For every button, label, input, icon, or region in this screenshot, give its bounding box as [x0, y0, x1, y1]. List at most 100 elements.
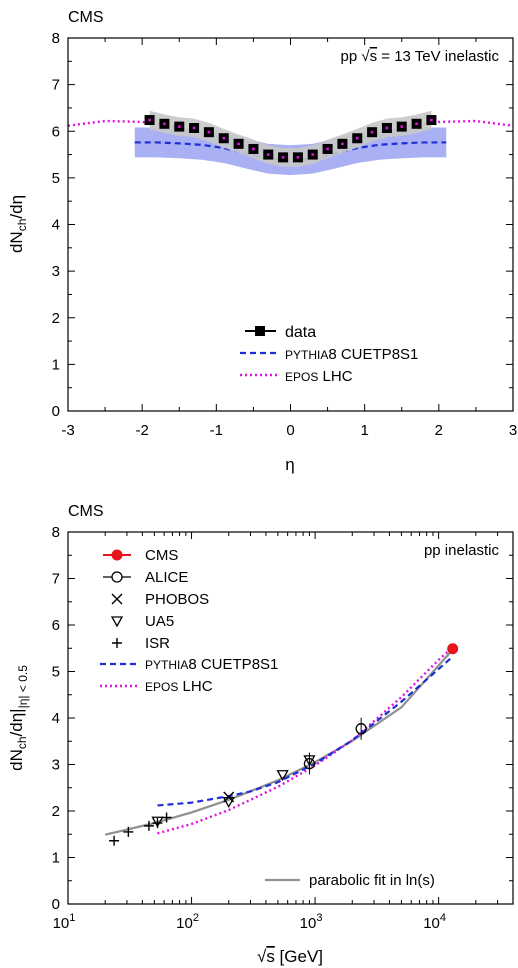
legend-cms-label: CMS [145, 547, 178, 564]
data-point-overlay [252, 147, 255, 151]
epos-curve [157, 646, 454, 835]
bottom-x-axis-title: √s [GeV] [257, 947, 323, 966]
x-tick-label: 2 [435, 422, 443, 439]
pythia-curve [157, 655, 454, 807]
data-point-overlay [177, 125, 181, 128]
y-tick-label: 1 [52, 850, 60, 867]
y-tick-label: 7 [52, 571, 60, 588]
y-tick-label: 7 [52, 77, 60, 94]
legend-ua5-marker [110, 616, 124, 628]
fit-curve [104, 648, 454, 836]
x-tick-label: 0 [286, 422, 294, 439]
x-tick-label: 103 [300, 912, 323, 932]
alice-point [355, 723, 367, 735]
data-point-overlay [341, 142, 344, 146]
alice-point [303, 757, 316, 770]
x-tick-label: 102 [176, 912, 199, 932]
x-tick-label: 104 [423, 912, 446, 932]
bottom-annotation: pp inelastic [424, 542, 500, 559]
y-tick-label: 6 [52, 617, 60, 634]
data-point-overlay [237, 142, 240, 146]
legend-fit-label: parabolic fit in ln(s) [309, 872, 435, 889]
data-point-overlay [163, 122, 166, 126]
legend-isr-marker [112, 638, 122, 648]
legend-alice-label: ALICE [145, 569, 188, 586]
bottom-plot-area [104, 643, 459, 846]
bottom-axis-ticks: 101 102 103 104 0 1 2 3 4 5 6 7 8 [52, 524, 513, 932]
y-tick-label: 8 [52, 524, 60, 541]
isr-point [123, 826, 134, 837]
legend-alice-marker [111, 571, 123, 583]
bottom-fit-layer [104, 648, 454, 836]
top-y-axis-title: dNch/dη [7, 195, 29, 253]
legend-data-marker [255, 326, 265, 336]
legend-pythia-label: PYTHIA8 CUETP8S1 [145, 656, 278, 673]
data-point-overlay [370, 130, 374, 134]
data-point-overlay [430, 118, 433, 122]
isr-point [109, 835, 120, 846]
data-point-overlay [400, 125, 404, 128]
y-tick-label: 5 [52, 664, 60, 681]
y-tick-label: 3 [52, 263, 60, 280]
data-point-overlay [207, 130, 211, 134]
top-axis-ticks: -3 -2 -1 0 1 2 3 0 1 2 3 4 5 6 7 8 [52, 30, 518, 439]
bottom-legend: CMS ALICE PHOBOS UA5 ISR PYTHIA8 CUETP8S… [100, 547, 435, 889]
x-tick-label: 1 [360, 422, 368, 439]
data-point-overlay [311, 153, 315, 156]
legend-data-label: data [285, 324, 316, 341]
legend-isr-label: ISR [145, 635, 170, 652]
isr-point [161, 812, 172, 823]
bottom-marker-layer [109, 643, 459, 846]
legend-epos-label: EPOS LHC [285, 368, 353, 385]
ua5-point [276, 770, 289, 782]
top-plot-area [67, 110, 514, 176]
x-tick-label: 3 [509, 422, 517, 439]
bottom-pythia-layer [157, 655, 454, 807]
data-point-overlay [192, 126, 196, 130]
y-tick-label: 6 [52, 123, 60, 140]
bottom-frame [67, 531, 514, 905]
top-epos-layer [67, 119, 514, 160]
data-point-overlay [355, 136, 359, 140]
top-annotation: pp √s = 13 TeV inelastic [341, 48, 500, 65]
y-tick-label: 1 [52, 356, 60, 373]
ua5-point [303, 755, 316, 767]
y-tick-label: 2 [52, 803, 60, 820]
legend-phobos-marker [111, 593, 123, 605]
x-tick-label: -2 [135, 422, 148, 439]
top-data-layer [144, 110, 437, 167]
y-tick-label: 8 [52, 30, 60, 47]
x-tick-label: -3 [61, 422, 74, 439]
top-chart: CMS -3 -2 -1 0 1 2 3 0 1 2 3 4 5 6 7 8 pp √s = 13 TeV i… [7, 9, 517, 474]
legend-ua5-label: UA5 [145, 613, 174, 630]
data-point-overlay [326, 147, 329, 151]
top-x-axis-title: η [285, 455, 294, 474]
x-tick-label: 101 [53, 912, 76, 932]
legend-cms-marker [111, 549, 123, 561]
data-point-overlay [148, 118, 151, 122]
data-point-overlay [415, 122, 418, 126]
y-tick-label: 3 [52, 757, 60, 774]
bottom-y-axis-title: dNch/dη||η| < 0.5 [7, 665, 30, 771]
x-tick-label: -1 [210, 422, 223, 439]
ua5-point [151, 816, 164, 828]
data-point-overlay [266, 153, 270, 156]
pythia-curve [134, 141, 447, 162]
bottom-experiment-label: CMS [68, 503, 104, 520]
data-systematic-band [149, 110, 432, 167]
legend-epos-label: EPOS LHC [145, 678, 213, 695]
bottom-chart: CMS 101 102 103 104 0 1 2 3 4 5 6 7 8 pp inelastic √… [7, 503, 514, 966]
data-point-overlay [385, 126, 389, 130]
top-legend: data PYTHIA8 CUETP8S1 EPOS LHC [240, 324, 418, 385]
data-point-overlay [281, 156, 285, 159]
ua5-point [222, 797, 235, 809]
legend-phobos-label: PHOBOS [145, 591, 209, 608]
legend-pythia-label: PYTHIA8 CUETP8S1 [285, 346, 418, 363]
y-tick-label: 2 [52, 310, 60, 327]
epos-curve [67, 119, 514, 160]
cms-point [447, 643, 459, 655]
y-tick-label: 0 [52, 896, 60, 913]
bottom-epos-layer [157, 646, 454, 835]
y-tick-label: 5 [52, 170, 60, 187]
